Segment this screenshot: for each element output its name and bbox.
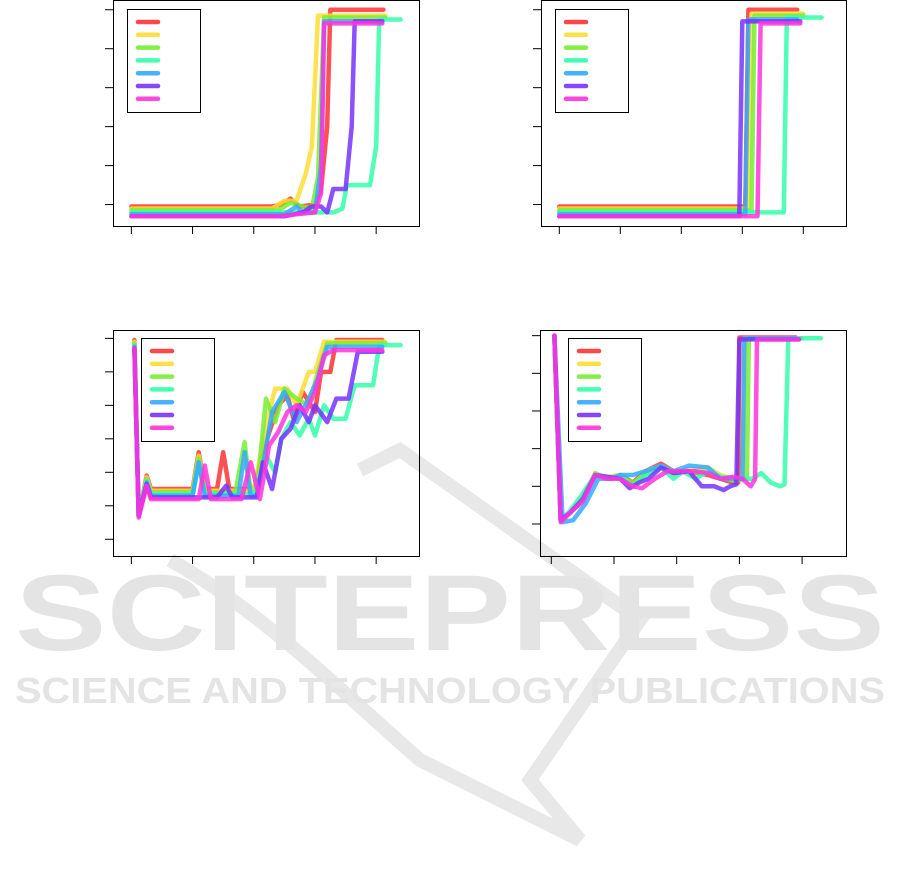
legend [568,338,642,442]
series-line-2 [129,13,388,211]
plot-frame [540,330,847,557]
plot-frame [113,0,420,227]
plot-frame [113,330,420,557]
series-line-7 [132,346,385,520]
chart-panel-3 [105,330,420,564]
series-line-7 [552,333,802,525]
watermark-title: SCITEPRESS [15,552,885,673]
watermark: SCITEPRESS SCIENCE AND TECHNOLOGY PUBLIC… [15,441,885,847]
chart-panel-1 [105,0,420,234]
watermark-subtitle: SCIENCE AND TECHNOLOGY PUBLICATIONS [15,670,885,711]
watermark-swoosh [166,441,650,847]
legend [141,338,215,442]
legend [127,9,201,113]
chart-panel-4 [532,330,847,564]
plot-frame [541,0,847,227]
chart-panel-2 [533,0,847,234]
legend [555,9,629,113]
series-line-7 [557,21,803,219]
series-line-7 [129,21,385,219]
